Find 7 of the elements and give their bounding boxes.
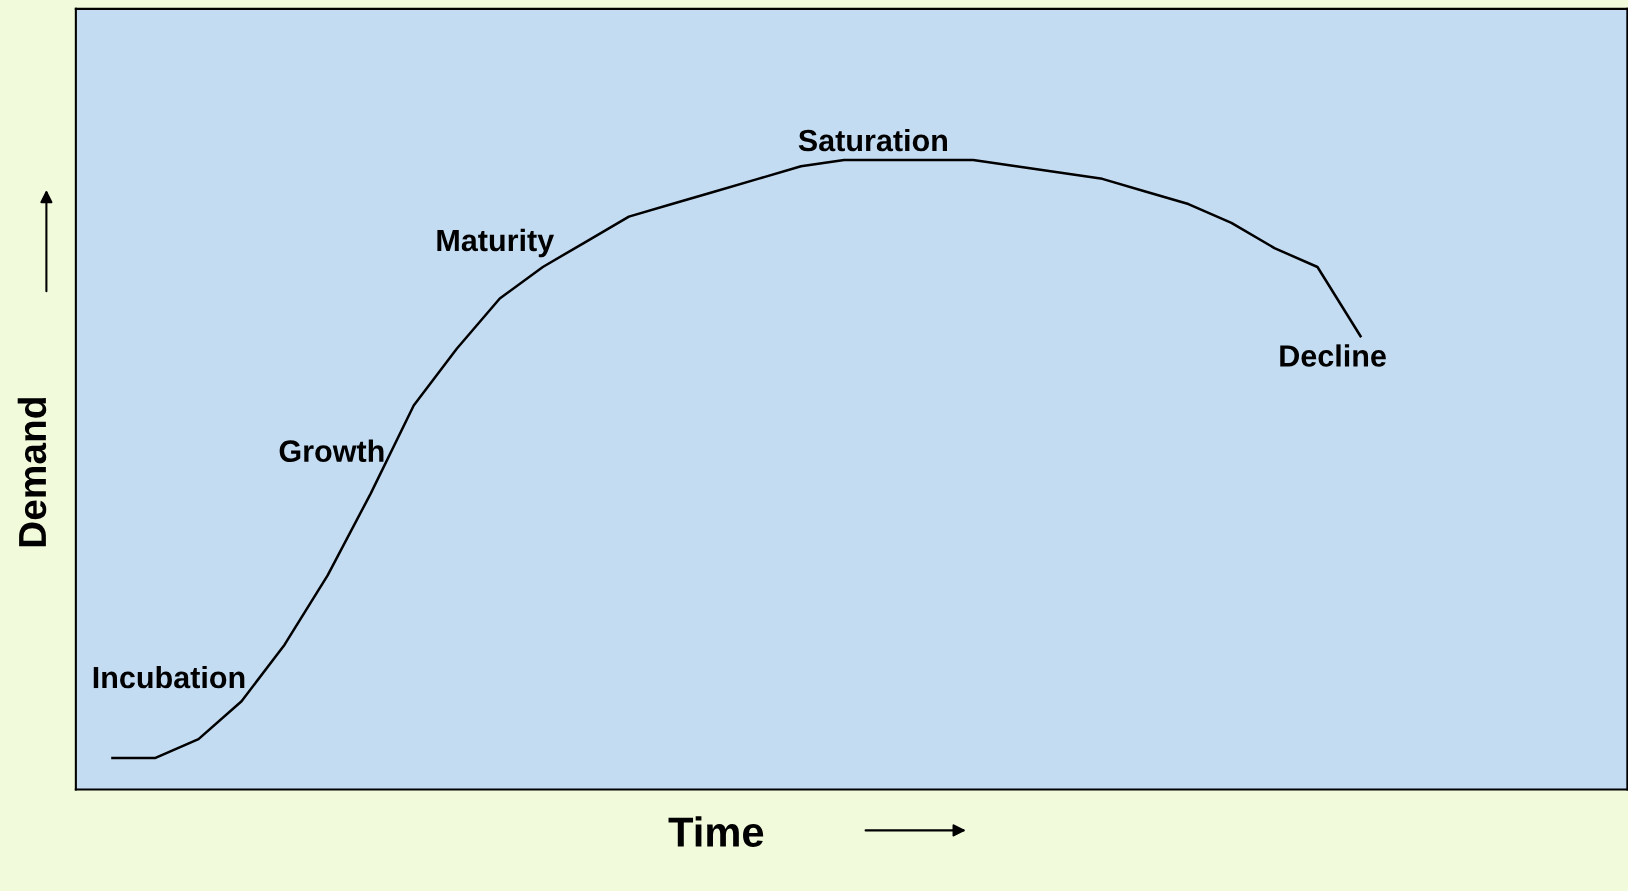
annotation: Growth <box>279 439 384 463</box>
text: Saturation <box>798 128 947 152</box>
annotation: Decline <box>1280 344 1386 367</box>
y-axis-title: Demand <box>17 398 47 547</box>
annotation: Maturity <box>437 228 555 258</box>
x-axis-title: Time <box>668 816 764 847</box>
annotation: Incubation <box>93 665 245 689</box>
